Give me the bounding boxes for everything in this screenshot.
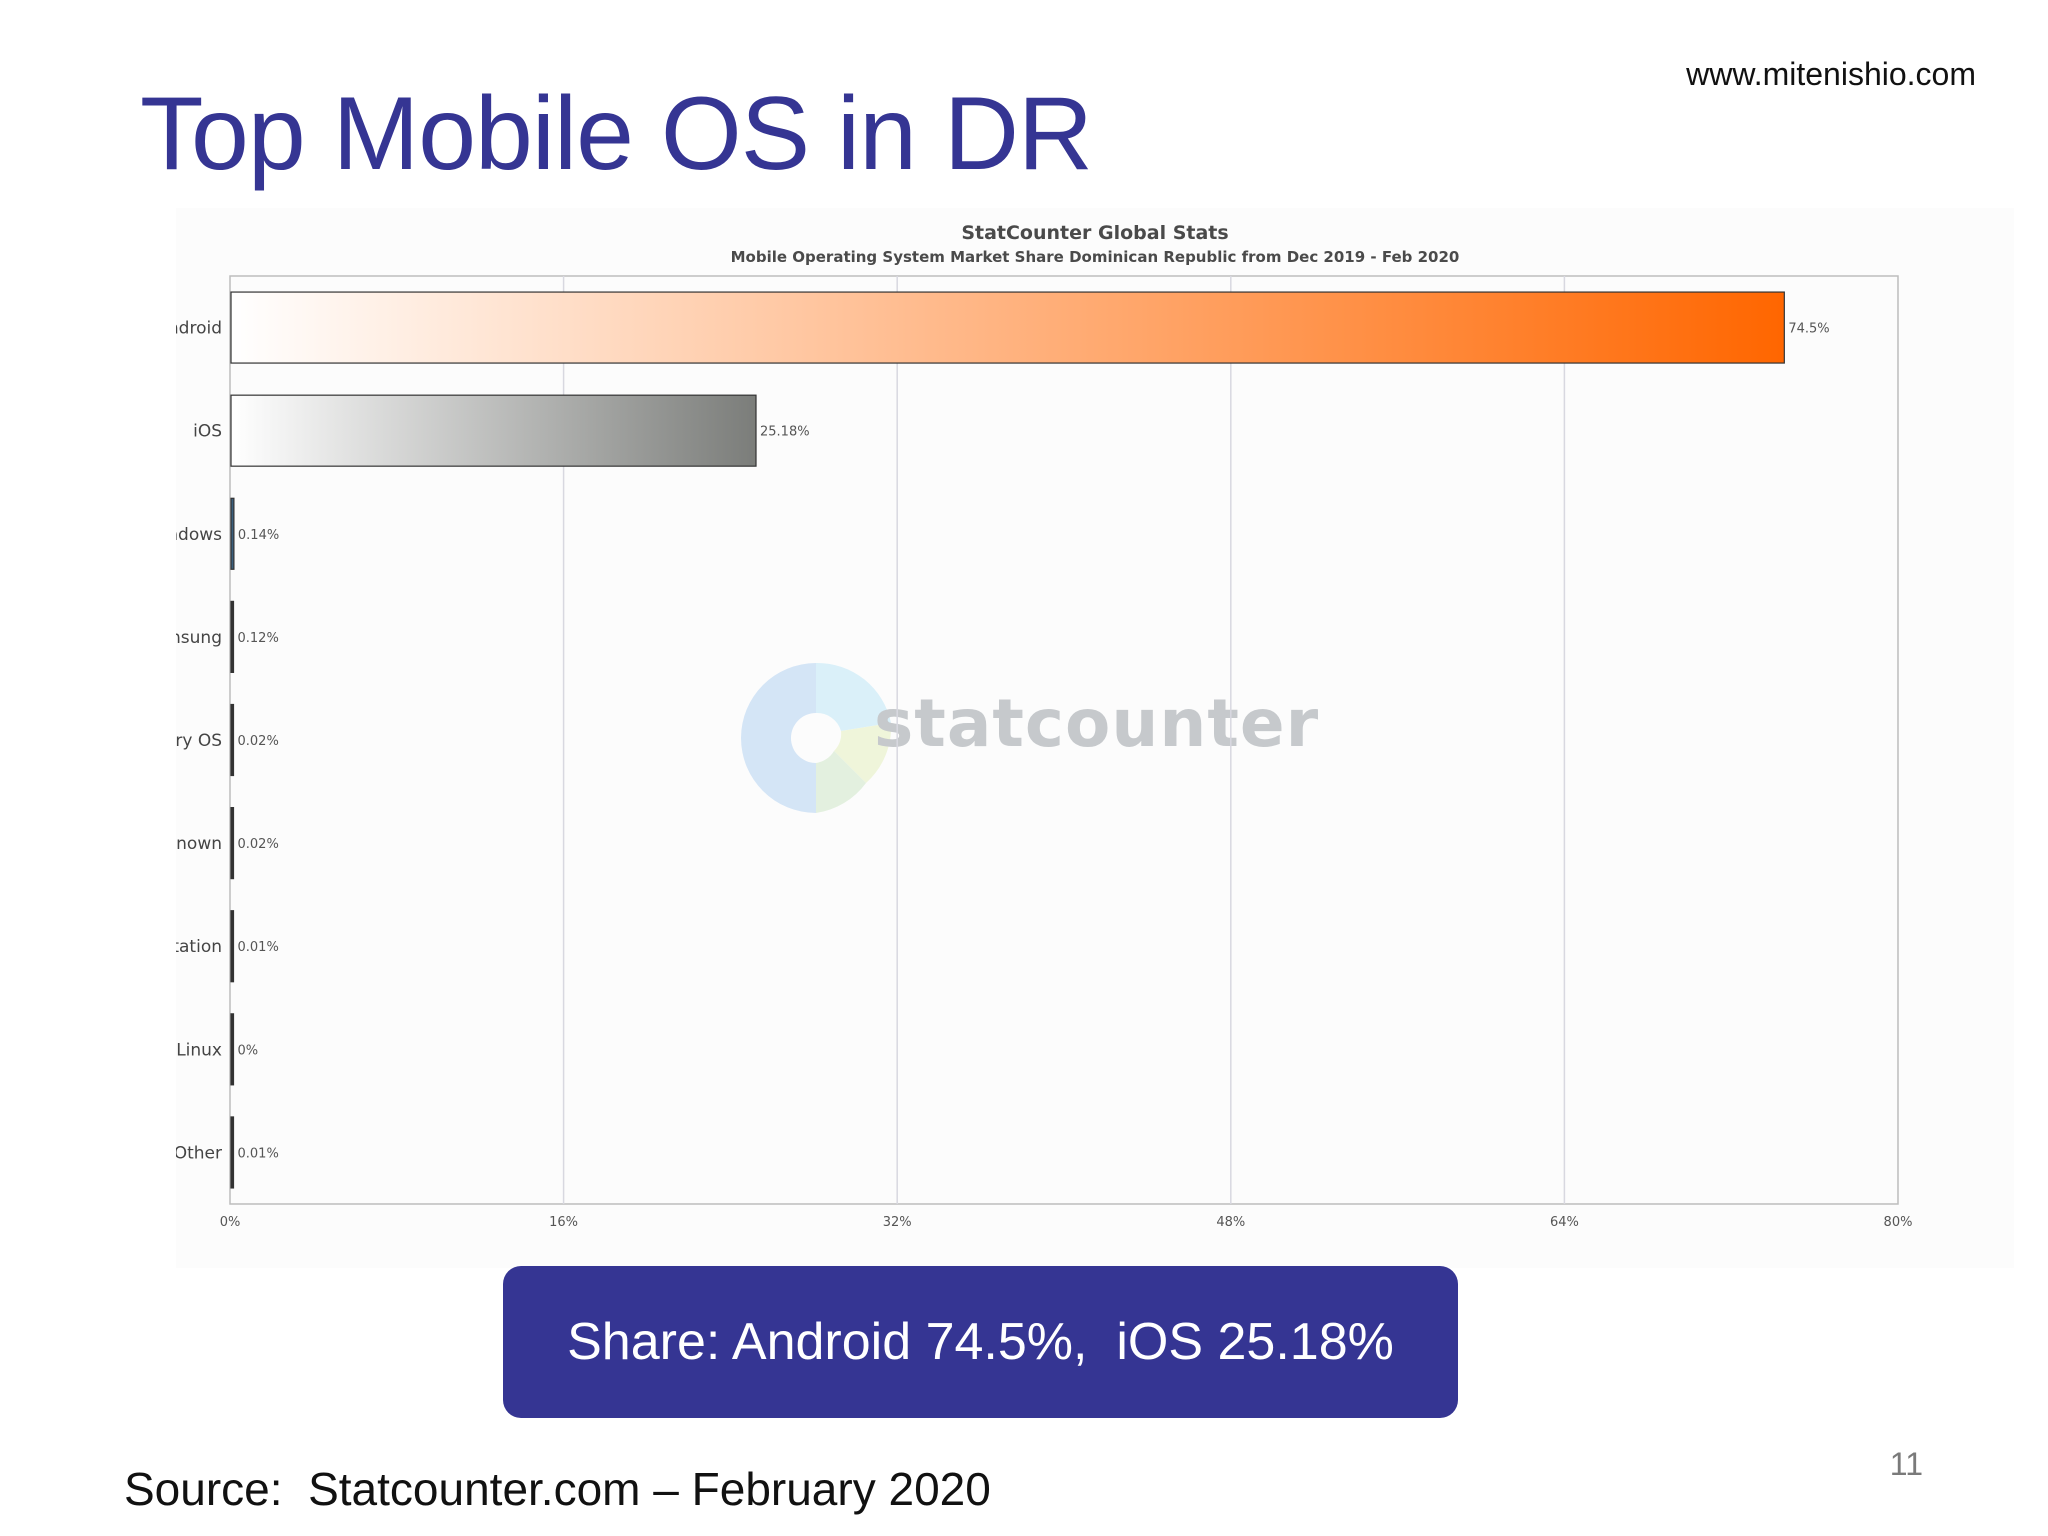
bar-android xyxy=(230,291,1785,364)
data-label: 0.02% xyxy=(238,837,279,852)
data-label: 0.12% xyxy=(238,631,279,646)
bar-playstation xyxy=(230,910,235,983)
data-label: 0.02% xyxy=(238,734,279,749)
category-label: Linux xyxy=(176,1040,222,1060)
slide-title: Top Mobile OS in DR xyxy=(140,76,1093,192)
category-label: BlackBerry OS xyxy=(176,731,222,751)
chart-subtitle: Mobile Operating System Market Share Dom… xyxy=(730,248,1460,266)
x-tick-label: 32% xyxy=(883,1215,912,1230)
statcounter-watermark: statcounter xyxy=(716,643,1318,823)
category-label: Playstation xyxy=(176,937,222,957)
site-url: www.mitenishio.com xyxy=(1686,56,1976,92)
statcounter-logo-icon xyxy=(741,662,892,813)
bar-blackberry-os xyxy=(230,703,235,777)
data-label: 0.01% xyxy=(238,940,279,955)
chart-title: StatCounter Global Stats xyxy=(961,222,1229,244)
category-label: iOS xyxy=(193,422,222,442)
share-callout: Share: Android 74.5%, iOS 25.18% xyxy=(503,1266,1458,1418)
x-tick-label: 80% xyxy=(1884,1215,1913,1230)
bar-linux xyxy=(230,1013,235,1086)
bar-unknown xyxy=(230,807,235,880)
data-label: 25.18% xyxy=(760,425,810,440)
category-label: Samsung xyxy=(176,628,222,648)
bar-samsung xyxy=(230,600,235,673)
source-caption: Source: Statcounter.com – February 2020 xyxy=(124,1463,991,1515)
bar-chart: 0% 16% 32% 48% 64% 80% Android 74.5% iOS 25.18% Wi… xyxy=(176,275,1913,1230)
chart-panel: StatCounter Global Stats Mobile Operatin… xyxy=(176,208,2014,1268)
data-label: 0.01% xyxy=(238,1146,279,1161)
x-tick-label: 16% xyxy=(549,1215,578,1230)
watermark-text: statcounter xyxy=(874,685,1320,762)
category-label: Unknown xyxy=(176,834,222,854)
x-tick-label: 48% xyxy=(1216,1215,1245,1230)
category-label: Windows xyxy=(176,525,222,545)
plot-border xyxy=(229,275,1899,1205)
category-label: Other xyxy=(176,1143,222,1163)
bar-ios xyxy=(230,394,757,467)
bar-other xyxy=(230,1116,235,1189)
x-tick-label: 64% xyxy=(1550,1215,1579,1230)
x-tick-label: 0% xyxy=(220,1215,241,1230)
bar-windows xyxy=(230,497,235,570)
page-number: 11 xyxy=(1889,1446,1923,1482)
data-label: 0% xyxy=(238,1043,259,1058)
category-label: Android xyxy=(176,319,222,339)
data-label: 0.14% xyxy=(238,528,279,543)
data-label: 74.5% xyxy=(1788,322,1829,337)
